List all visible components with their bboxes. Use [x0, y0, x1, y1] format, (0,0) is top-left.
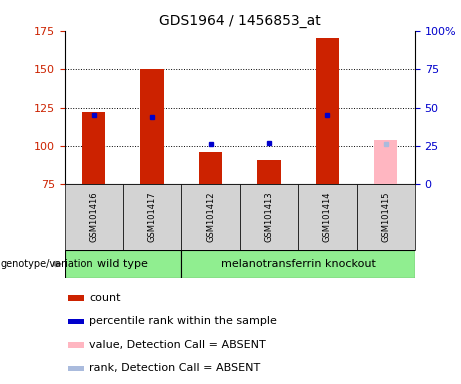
Title: GDS1964 / 1456853_at: GDS1964 / 1456853_at	[159, 14, 320, 28]
Bar	[356, 184, 415, 250]
Bar	[374, 140, 397, 184]
Bar	[68, 342, 84, 348]
Bar	[257, 160, 281, 184]
Text: GSM101415: GSM101415	[381, 192, 390, 242]
Bar	[316, 38, 339, 184]
Bar	[123, 184, 181, 250]
Text: melanotransferrin knockout: melanotransferrin knockout	[221, 259, 376, 269]
Bar	[181, 184, 240, 250]
Text: GSM101417: GSM101417	[148, 192, 157, 242]
Bar	[68, 366, 84, 371]
Bar	[199, 152, 222, 184]
Bar	[65, 184, 123, 250]
Bar	[68, 319, 84, 324]
Text: value, Detection Call = ABSENT: value, Detection Call = ABSENT	[89, 340, 266, 350]
Text: wild type: wild type	[97, 259, 148, 269]
Text: GSM101412: GSM101412	[206, 192, 215, 242]
Text: genotype/variation: genotype/variation	[0, 259, 93, 269]
Bar	[82, 112, 106, 184]
Bar	[298, 184, 356, 250]
Bar	[240, 184, 298, 250]
Text: GSM101414: GSM101414	[323, 192, 332, 242]
FancyArrow shape	[53, 261, 62, 268]
Bar	[181, 250, 415, 278]
Text: count: count	[89, 293, 121, 303]
Text: rank, Detection Call = ABSENT: rank, Detection Call = ABSENT	[89, 363, 260, 373]
Bar	[141, 69, 164, 184]
Bar	[68, 295, 84, 301]
Text: percentile rank within the sample: percentile rank within the sample	[89, 316, 277, 326]
Bar	[65, 250, 181, 278]
Text: GSM101416: GSM101416	[89, 192, 98, 242]
Text: GSM101413: GSM101413	[265, 192, 273, 242]
